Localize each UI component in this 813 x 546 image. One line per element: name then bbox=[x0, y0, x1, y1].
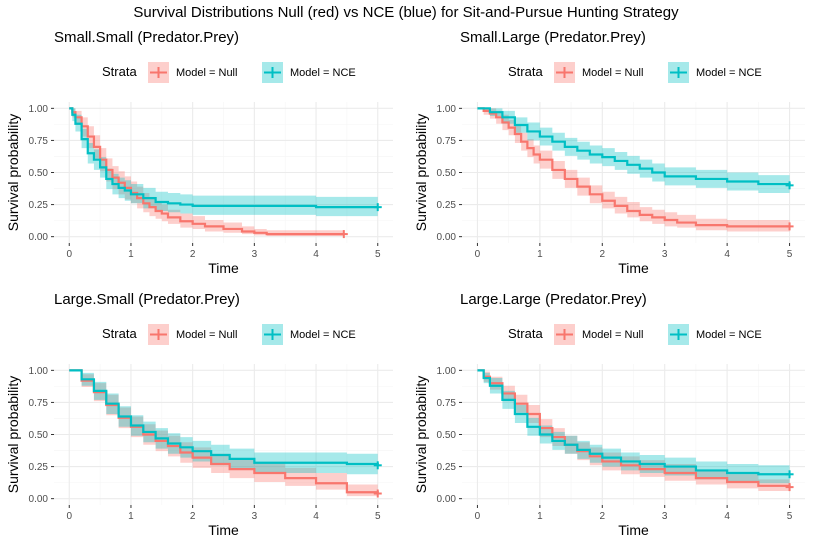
legend-title: Strata bbox=[102, 64, 137, 79]
x-tick-label: 2 bbox=[190, 511, 196, 522]
y-tick-label: 1.00 bbox=[437, 366, 457, 377]
y-axis-title: Survival probability bbox=[413, 114, 429, 232]
panel-title: Small.Large (Predator.Prey) bbox=[460, 29, 646, 46]
survival-panel: Large.Small (Predator.Prey) Strata Model =… bbox=[5, 291, 393, 538]
legend-key bbox=[554, 62, 575, 83]
x-tick-label: 5 bbox=[375, 249, 381, 260]
x-tick-label: 3 bbox=[662, 249, 668, 260]
confidence-band bbox=[477, 108, 790, 195]
x-tick-label: 5 bbox=[787, 511, 793, 522]
x-tick-label: 0 bbox=[66, 511, 72, 522]
y-tick-label: 0.25 bbox=[437, 200, 457, 211]
grid bbox=[54, 364, 393, 505]
legend-label: Model = Null bbox=[176, 329, 237, 341]
x-tick-label: 5 bbox=[787, 249, 793, 260]
survival-line bbox=[477, 107, 791, 186]
x-tick-label: 3 bbox=[252, 511, 258, 522]
legend: Strata Model = Null Model = NCE bbox=[102, 62, 356, 83]
y-tick-label: 0.25 bbox=[437, 462, 457, 473]
x-tick-label: 0 bbox=[66, 249, 72, 260]
survival-line bbox=[69, 107, 344, 236]
x-tick-label: 1 bbox=[537, 511, 543, 522]
y-tick-label: 0.00 bbox=[29, 232, 49, 243]
legend-title: Strata bbox=[508, 326, 543, 341]
grid bbox=[462, 364, 805, 505]
y-axis-title: Survival probability bbox=[5, 376, 21, 494]
survival-panel: Small.Large (Predator.Prey) Strata Model =… bbox=[413, 29, 805, 276]
y-tick-label: 0.75 bbox=[437, 398, 457, 409]
legend-title: Strata bbox=[102, 326, 137, 341]
x-tick-label: 4 bbox=[313, 249, 319, 260]
legend-key bbox=[668, 324, 689, 345]
y-axis-title: Survival probability bbox=[413, 376, 429, 494]
x-tick-label: 3 bbox=[252, 249, 258, 260]
y-tick-label: 0.25 bbox=[29, 462, 49, 473]
legend: Strata Model = Null Model = NCE bbox=[102, 324, 356, 345]
survival-panel: Large.Large (Predator.Prey) Strata Model =… bbox=[413, 291, 805, 538]
legend-label: Model = NCE bbox=[290, 329, 356, 341]
legend-label: Model = Null bbox=[582, 67, 643, 79]
y-tick-label: 0.25 bbox=[29, 200, 49, 211]
legend-key bbox=[668, 62, 689, 83]
survival-line bbox=[69, 369, 379, 466]
legend-key bbox=[148, 324, 169, 345]
figure-title: Survival Distributions Null (red) vs NCE… bbox=[133, 4, 679, 21]
legend-label: Model = NCE bbox=[696, 329, 762, 341]
y-tick-label: 1.00 bbox=[29, 366, 49, 377]
panel-title: Small.Small (Predator.Prey) bbox=[54, 29, 239, 46]
x-axis-title: Time bbox=[208, 522, 239, 538]
legend-key bbox=[554, 324, 575, 345]
legend-key bbox=[262, 324, 283, 345]
x-axis-title: Time bbox=[618, 260, 649, 276]
x-axis-title: Time bbox=[208, 260, 239, 276]
x-tick-label: 1 bbox=[128, 511, 134, 522]
survival-line bbox=[477, 107, 790, 228]
x-tick-label: 4 bbox=[724, 249, 730, 260]
x-tick-label: 1 bbox=[537, 249, 543, 260]
panel-title: Large.Small (Predator.Prey) bbox=[54, 291, 240, 308]
survival-line bbox=[69, 107, 378, 209]
legend-key bbox=[262, 62, 283, 83]
x-tick-label: 0 bbox=[475, 249, 481, 260]
y-tick-label: 0.00 bbox=[29, 494, 49, 505]
legend: Strata Model = Null Model = NCE bbox=[508, 62, 762, 83]
x-tick-label: 5 bbox=[375, 511, 381, 522]
y-tick-label: 0.50 bbox=[437, 430, 457, 441]
legend-label: Model = NCE bbox=[696, 67, 762, 79]
y-tick-label: 0.00 bbox=[437, 494, 457, 505]
legend-label: Model = NCE bbox=[290, 67, 356, 79]
legend-label: Model = Null bbox=[582, 329, 643, 341]
survival-line bbox=[477, 369, 790, 476]
x-tick-label: 3 bbox=[662, 511, 668, 522]
x-axis-title: Time bbox=[618, 522, 649, 538]
legend-key bbox=[148, 62, 169, 83]
x-tick-label: 1 bbox=[128, 249, 134, 260]
grid bbox=[54, 102, 393, 243]
survival-panel: Small.Small (Predator.Prey) Strata Model =… bbox=[5, 29, 393, 276]
y-tick-label: 0.75 bbox=[437, 136, 457, 147]
y-tick-label: 1.00 bbox=[29, 104, 49, 115]
panel-title: Large.Large (Predator.Prey) bbox=[460, 291, 647, 308]
confidence-band bbox=[477, 108, 790, 232]
x-tick-label: 2 bbox=[190, 249, 196, 260]
y-tick-label: 0.75 bbox=[29, 136, 49, 147]
x-tick-label: 4 bbox=[724, 511, 730, 522]
legend-title: Strata bbox=[508, 64, 543, 79]
y-tick-label: 1.00 bbox=[437, 104, 457, 115]
x-tick-label: 4 bbox=[313, 511, 319, 522]
y-tick-label: 0.50 bbox=[437, 168, 457, 179]
legend-label: Model = Null bbox=[176, 67, 237, 79]
y-tick-label: 0.50 bbox=[29, 430, 49, 441]
x-tick-label: 2 bbox=[600, 511, 606, 522]
y-tick-label: 0.75 bbox=[29, 398, 49, 409]
y-axis-title: Survival probability bbox=[5, 114, 21, 232]
x-tick-label: 0 bbox=[475, 511, 481, 522]
confidence-band bbox=[69, 108, 378, 217]
legend: Strata Model = Null Model = NCE bbox=[508, 324, 762, 345]
y-tick-label: 0.50 bbox=[29, 168, 49, 179]
confidence-band bbox=[69, 108, 344, 237]
x-tick-label: 2 bbox=[600, 249, 606, 260]
y-tick-label: 0.00 bbox=[437, 232, 457, 243]
